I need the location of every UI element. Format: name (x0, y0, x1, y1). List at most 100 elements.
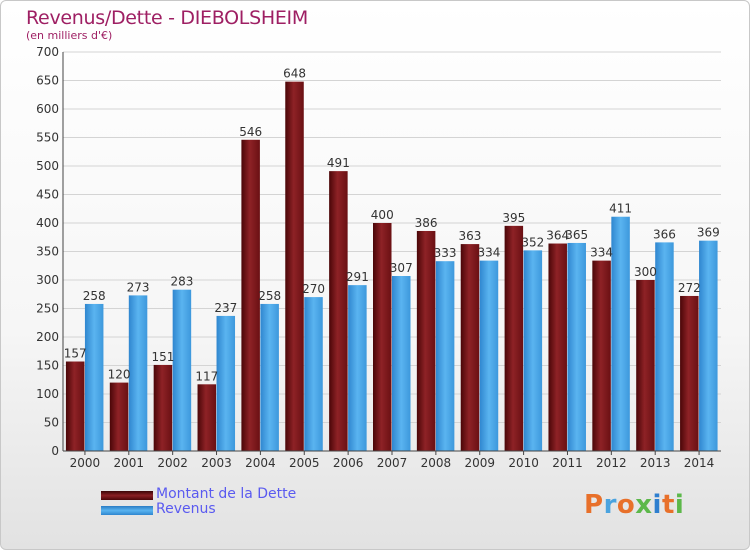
data-label: 334 (590, 246, 613, 260)
x-tick-label: 2007 (377, 456, 408, 470)
data-label: 386 (415, 216, 438, 230)
data-label: 648 (283, 67, 306, 81)
bar-revenus (304, 297, 323, 451)
bar-revenus (260, 303, 279, 451)
y-tick-label: 550 (36, 131, 59, 145)
data-label: 352 (521, 235, 544, 249)
bar-dette (109, 382, 129, 451)
x-tick-label: 2010 (508, 456, 539, 470)
bar-dette (65, 361, 85, 451)
bar-revenus (479, 260, 499, 451)
x-tick-label: 2012 (596, 456, 627, 470)
bar-dette (548, 243, 567, 451)
bar-dette (285, 81, 304, 451)
x-tick-label: 2008 (421, 456, 452, 470)
x-tick-label: 2000 (70, 456, 101, 470)
data-label: 366 (653, 227, 676, 241)
bar-dette (153, 364, 173, 451)
data-label: 273 (127, 280, 150, 294)
bar-revenus (128, 295, 148, 451)
data-label: 120 (108, 368, 131, 382)
bar-dette (241, 139, 260, 451)
chart-title: Revenus/Dette - DIEBOLSHEIM (26, 7, 308, 29)
bar-revenus (611, 216, 630, 451)
y-tick-label: 450 (36, 188, 59, 202)
brand-letter: P (584, 490, 604, 520)
x-tick-label: 2004 (245, 456, 276, 470)
x-tick-label: 2009 (464, 456, 495, 470)
data-label: 411 (609, 202, 632, 216)
bar-dette (592, 260, 611, 451)
bar-revenus (435, 261, 455, 451)
y-tick-label: 300 (36, 273, 59, 287)
bar-revenus (567, 242, 586, 451)
x-tick-label: 2003 (201, 456, 232, 470)
brand-letter: i (652, 490, 662, 520)
y-tick-label: 250 (36, 302, 59, 316)
data-label: 333 (434, 246, 457, 260)
bar-dette (416, 230, 436, 451)
brand-letter: r (603, 490, 617, 520)
bar-dette (636, 280, 655, 451)
data-label: 258 (258, 289, 281, 303)
bar-revenus (523, 250, 543, 451)
bar-revenus (172, 289, 192, 451)
bar-dette (504, 225, 524, 451)
data-label: 546 (239, 125, 262, 139)
x-tick-label: 2013 (640, 456, 671, 470)
y-tick-label: 700 (36, 45, 59, 59)
y-tick-label: 600 (36, 102, 59, 116)
data-label: 283 (170, 275, 193, 289)
bar-dette (460, 244, 480, 451)
bar-dette (373, 223, 392, 451)
data-label: 364 (546, 229, 569, 243)
data-label: 157 (64, 347, 87, 361)
x-tick-label: 2002 (157, 456, 188, 470)
bar-dette (329, 171, 348, 451)
bar-revenus (84, 303, 104, 451)
data-label: 395 (502, 211, 525, 225)
data-label: 491 (327, 156, 350, 170)
bar-revenus (216, 315, 236, 451)
x-tick-label: 2001 (114, 456, 145, 470)
y-tick-label: 0 (51, 444, 59, 458)
bar-revenus (392, 276, 411, 451)
y-tick-label: 650 (36, 74, 59, 88)
y-tick-label: 50 (44, 416, 59, 430)
y-tick-label: 400 (36, 216, 59, 230)
y-tick-label: 350 (36, 245, 59, 259)
bar-dette (680, 295, 699, 451)
data-label: 237 (214, 301, 237, 315)
bar-dette (197, 384, 217, 451)
data-label: 369 (697, 226, 720, 240)
proxiti-logo: Proxiti (584, 490, 684, 520)
bar-revenus (348, 285, 367, 451)
legend-swatch-revenus (101, 506, 153, 515)
x-tick-label: 2005 (289, 456, 320, 470)
bar-revenus (655, 242, 674, 451)
data-label: 307 (390, 261, 413, 275)
legend-swatch-dette (101, 491, 153, 500)
bar-revenus (699, 240, 718, 451)
data-label: 270 (302, 282, 325, 296)
x-tick-label: 2011 (552, 456, 583, 470)
y-tick-label: 200 (36, 330, 59, 344)
legend-label-revenus: Revenus (156, 501, 216, 517)
data-label: 300 (634, 265, 657, 279)
brand-letter: t (661, 490, 675, 520)
brand-letter: x (635, 490, 653, 520)
data-label: 258 (83, 289, 106, 303)
y-tick-label: 500 (36, 159, 59, 173)
chart-subtitle: (en milliers d'€) (26, 29, 113, 42)
brand-letter: o (616, 490, 636, 520)
data-label: 291 (346, 270, 369, 284)
legend-label-dette: Montant de la Dette (156, 486, 297, 502)
data-label: 334 (478, 246, 501, 260)
data-label: 400 (371, 208, 394, 222)
x-tick-label: 2014 (684, 456, 715, 470)
data-label: 365 (565, 228, 588, 242)
data-label: 272 (678, 281, 701, 295)
y-tick-label: 100 (36, 387, 59, 401)
